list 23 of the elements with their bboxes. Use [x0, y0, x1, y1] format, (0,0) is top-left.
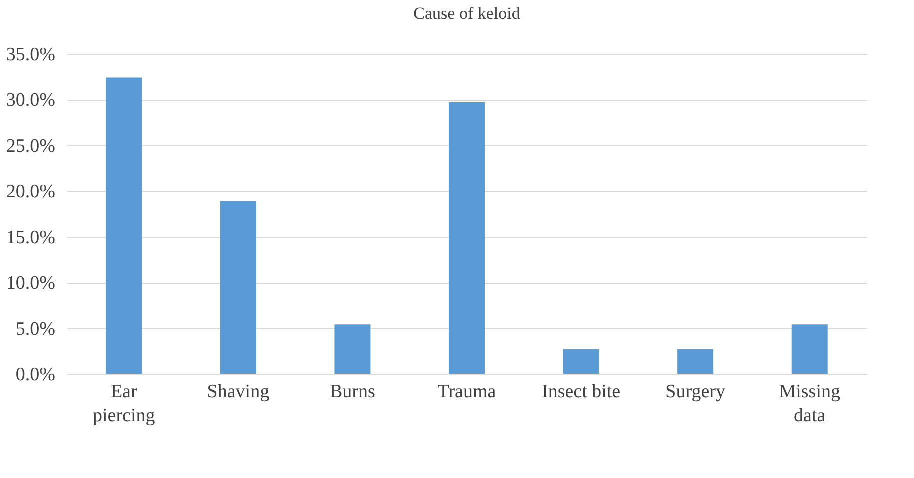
x-tick-label: Missing data: [779, 382, 841, 426]
bar: [678, 349, 714, 374]
chart-title: Cause of keloid: [414, 4, 521, 23]
y-tick-label: 0.0%: [16, 364, 56, 386]
y-tick-label: 25.0%: [6, 136, 56, 157]
bar: [563, 349, 600, 374]
y-tick-label: 10.0%: [6, 273, 56, 294]
y-tick-label: 20.0%: [6, 182, 56, 203]
x-tick-label: Surgery: [666, 382, 726, 402]
y-tick-label: 35.0%: [6, 44, 56, 66]
x-tick-label: Insect bite: [542, 382, 621, 402]
bar: [106, 78, 142, 374]
x-tick-label: Ear piercing: [93, 382, 156, 426]
bar: [334, 324, 371, 374]
x-tick-label: Burns: [330, 382, 376, 402]
y-tick-label: 15.0%: [6, 227, 56, 248]
y-tick-label: 5.0%: [16, 318, 56, 340]
bar: [449, 102, 485, 374]
x-tick-label: Shaving: [207, 382, 270, 402]
bar: [792, 324, 828, 374]
y-tick-label: 30.0%: [6, 90, 56, 112]
bar: [220, 201, 256, 374]
x-tick-label: Trauma: [438, 382, 497, 402]
